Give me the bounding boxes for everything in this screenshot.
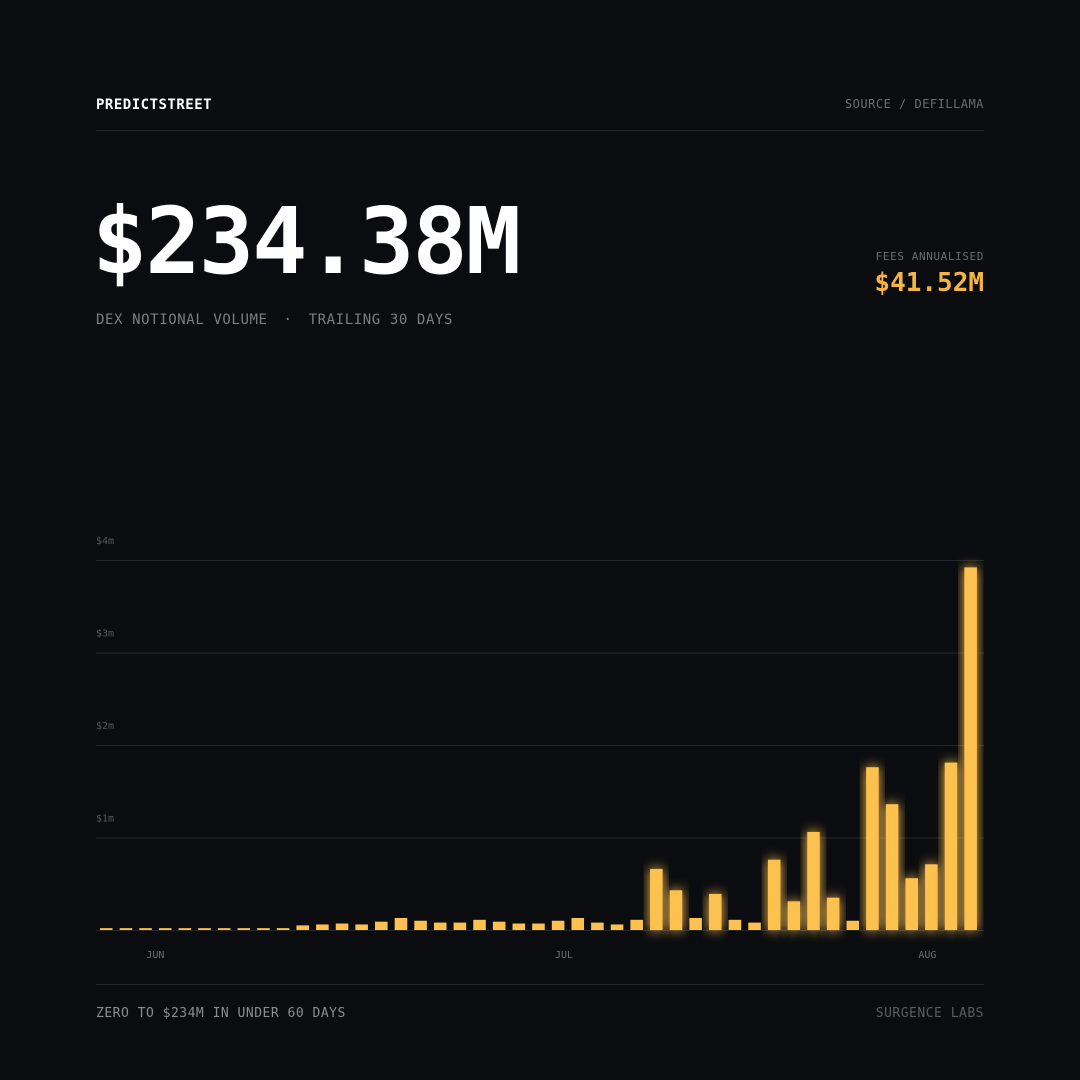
bar xyxy=(925,864,938,930)
hero-value: $234.38M xyxy=(92,188,521,295)
bar xyxy=(296,925,310,930)
bar xyxy=(414,920,427,930)
bar xyxy=(335,923,349,930)
bar xyxy=(866,767,879,930)
bar xyxy=(119,928,133,930)
bar xyxy=(316,924,329,930)
bar xyxy=(905,878,918,930)
bar xyxy=(591,922,604,930)
source-label: SOURCE / DEFILLAMA xyxy=(844,97,984,111)
bar xyxy=(158,928,172,930)
bar xyxy=(257,928,270,930)
brand-name: PREDICTSTREET xyxy=(96,97,213,113)
fees-label: FEES ANNUALISED xyxy=(875,250,984,263)
bar xyxy=(532,923,545,930)
bar xyxy=(846,920,860,930)
bar xyxy=(100,928,113,930)
bar xyxy=(767,859,781,930)
bar xyxy=(375,921,388,930)
bar xyxy=(728,919,742,930)
bar xyxy=(394,917,408,930)
footer-divider xyxy=(96,984,984,985)
bar xyxy=(512,923,526,930)
bar xyxy=(492,921,506,930)
bar xyxy=(571,917,585,930)
bar xyxy=(630,919,643,930)
bar xyxy=(748,922,761,930)
bar xyxy=(964,567,977,930)
bar xyxy=(433,922,447,930)
bar xyxy=(650,868,663,930)
bar xyxy=(807,831,820,930)
hero-subtitle: DEX NOTIONAL VOLUME · TRAILING 30 DAYS xyxy=(96,312,453,328)
bar xyxy=(473,919,486,930)
bar xyxy=(689,917,702,930)
bar xyxy=(885,804,899,930)
bar xyxy=(237,928,251,930)
y-tick-label: $2m xyxy=(96,721,114,732)
x-tick-label: JUN xyxy=(146,950,164,961)
y-tick-label: $1m xyxy=(96,814,114,825)
bar xyxy=(826,897,840,930)
footer-tagline: ZERO TO $234M IN UNDER 60 DAYS xyxy=(96,1006,346,1021)
bar xyxy=(944,762,958,930)
x-tick-label: AUG xyxy=(918,950,936,961)
header-divider xyxy=(96,130,984,131)
bar xyxy=(453,922,467,930)
bar xyxy=(276,928,290,930)
bar xyxy=(217,928,231,930)
bar xyxy=(198,928,211,930)
grid-lines xyxy=(96,560,984,931)
hero-period: TRAILING 30 DAYS xyxy=(308,312,454,328)
bar xyxy=(669,890,683,930)
bar xyxy=(610,924,624,930)
bars xyxy=(100,567,977,930)
bar xyxy=(355,924,368,930)
y-tick-label: $3m xyxy=(96,629,114,640)
x-tick-label: JUL xyxy=(555,950,573,961)
fees-value: $41.52M xyxy=(874,268,984,298)
bar xyxy=(139,928,152,930)
bar xyxy=(551,920,565,930)
hero-label: DEX NOTIONAL VOLUME xyxy=(96,312,268,328)
footer-credit: SURGENCE LABS xyxy=(875,1006,984,1021)
y-tick-label: $4m xyxy=(96,536,114,547)
bar xyxy=(787,901,801,930)
axis-labels: $1m $2m $3m $4m JUN JUL AUG xyxy=(96,536,936,961)
hero-separator: · xyxy=(283,312,293,328)
bar xyxy=(178,928,192,930)
bar xyxy=(708,893,722,930)
